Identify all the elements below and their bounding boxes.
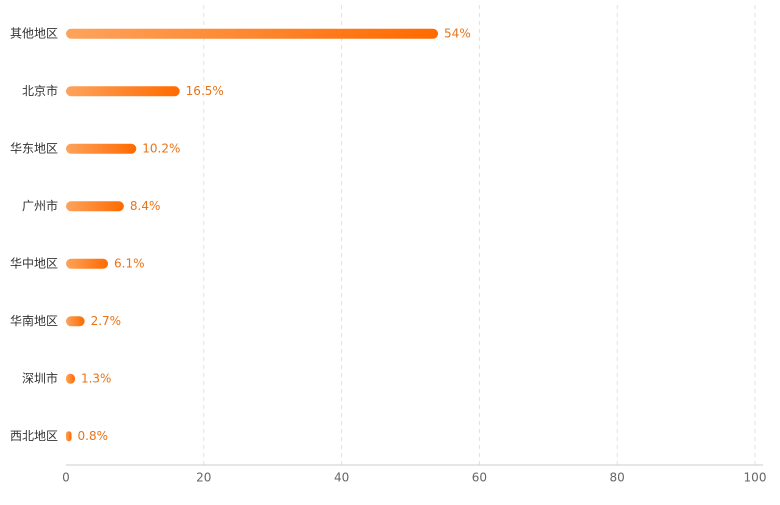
- y-tick-label: 广州市: [22, 198, 58, 213]
- value-label: 0.8%: [78, 429, 109, 443]
- x-tick-label: 60: [472, 471, 487, 485]
- x-tick-label: 40: [334, 471, 349, 485]
- bar: [66, 201, 124, 212]
- y-tick-label: 其他地区: [10, 26, 58, 40]
- bar: [66, 28, 439, 39]
- value-label: 1.3%: [81, 371, 112, 385]
- y-tick-label: 西北地区: [10, 429, 58, 443]
- y-tick-label: 华中地区: [10, 255, 58, 270]
- x-tick-label: 80: [610, 471, 625, 485]
- y-tick-label: 北京市: [22, 83, 58, 98]
- value-label: 54%: [444, 26, 471, 40]
- bar: [66, 373, 75, 384]
- bar: [66, 431, 72, 442]
- bar: [66, 143, 137, 154]
- y-tick-label: 华东地区: [10, 141, 58, 155]
- x-tick-label: 0: [62, 471, 70, 485]
- value-label: 16.5%: [186, 84, 224, 98]
- value-label: 8.4%: [130, 199, 161, 213]
- y-tick-label: 深圳市: [22, 370, 58, 385]
- bar: [66, 86, 180, 97]
- value-label: 10.2%: [142, 141, 180, 155]
- bar: [66, 316, 85, 327]
- value-label: 6.1%: [114, 256, 144, 270]
- x-tick-label: 20: [196, 471, 211, 485]
- value-label: 2.7%: [91, 314, 122, 328]
- bar: [66, 258, 109, 269]
- x-tick-label: 100: [744, 471, 767, 485]
- y-tick-label: 华南地区: [10, 313, 58, 328]
